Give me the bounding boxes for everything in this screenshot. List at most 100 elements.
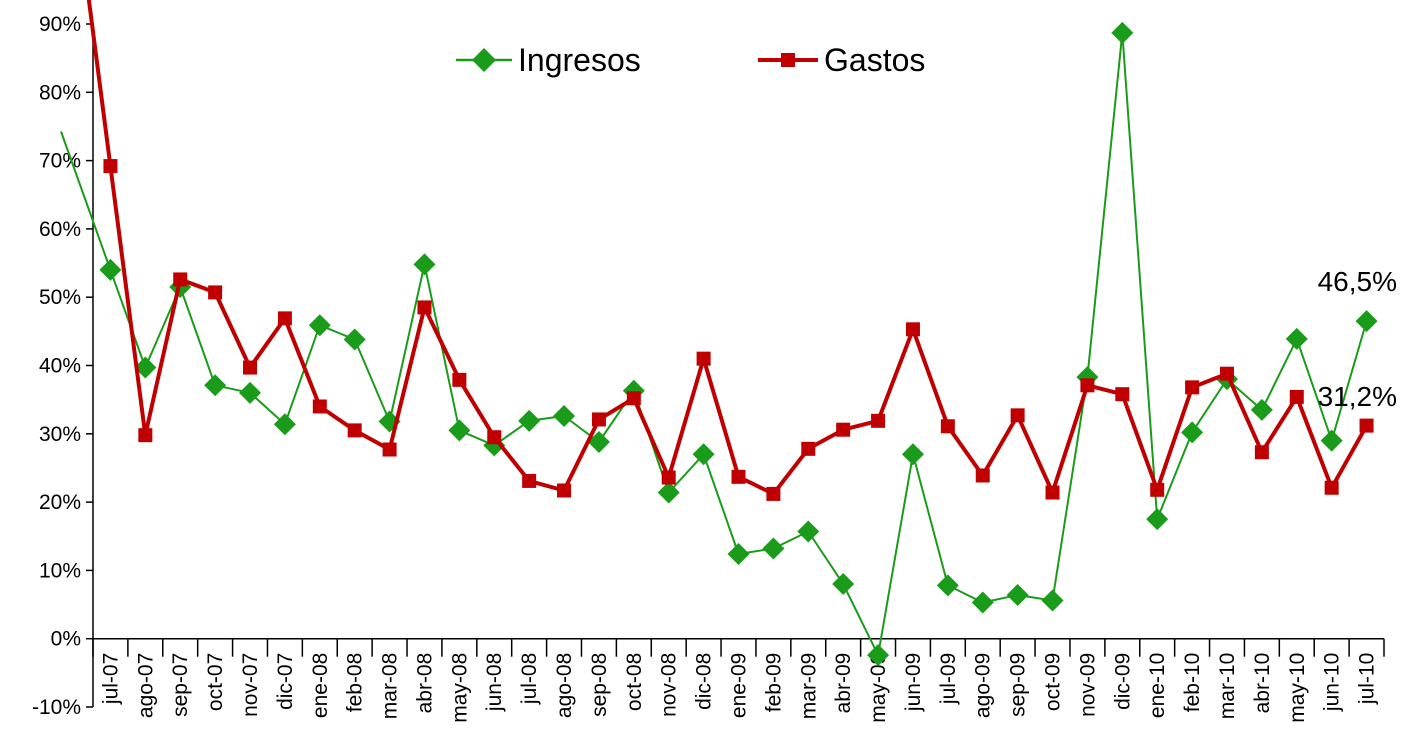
point-gastos-dic-08 bbox=[696, 351, 711, 366]
x-tick-label: mar-09 bbox=[797, 653, 820, 720]
point-ingresos-abr-10 bbox=[1250, 398, 1273, 421]
point-gastos-dic-07 bbox=[277, 311, 292, 326]
x-tick-label: may-10 bbox=[1286, 653, 1309, 723]
point-gastos-ago-08 bbox=[557, 483, 572, 498]
y-tick-label: 10% bbox=[39, 559, 81, 582]
point-gastos-jun-08 bbox=[487, 430, 502, 445]
x-tick-label: sep-09 bbox=[1007, 653, 1030, 717]
x-tick-label: may-08 bbox=[448, 653, 471, 723]
x-tick-label: may-09 bbox=[867, 653, 890, 723]
point-ingresos-mar-09 bbox=[797, 520, 820, 543]
y-tick-label: 20% bbox=[39, 491, 81, 514]
series-layer bbox=[60, 0, 1378, 667]
point-gastos-sep-08 bbox=[591, 412, 606, 427]
point-ingresos-sep-08 bbox=[587, 430, 610, 453]
y-tick-label: 40% bbox=[39, 355, 81, 378]
point-gastos-ago-09 bbox=[975, 468, 990, 483]
point-gastos-jul-10 bbox=[1359, 418, 1374, 433]
y-tick-label: 90% bbox=[39, 13, 81, 36]
point-gastos-feb-09 bbox=[766, 486, 781, 501]
y-tick-label: 0% bbox=[51, 628, 81, 651]
x-tick-label: jul-10 bbox=[1356, 653, 1379, 705]
x-tick-label: sep-07 bbox=[169, 653, 192, 717]
point-gastos-mar-09 bbox=[801, 441, 816, 456]
point-ingresos-jul-10 bbox=[1355, 310, 1378, 333]
point-ingresos-abr-08 bbox=[413, 253, 436, 276]
point-gastos-abr-10 bbox=[1254, 445, 1269, 460]
annotation-gastos-last: 31,2% bbox=[1318, 381, 1397, 412]
x-tick-label: jun-08 bbox=[483, 653, 506, 712]
x-tick-label: dic-07 bbox=[274, 653, 297, 710]
x-tick-label: abr-09 bbox=[832, 653, 855, 714]
series-line-ingresos bbox=[60, 31, 1368, 657]
point-ingresos-may-09 bbox=[867, 644, 890, 667]
point-ingresos-ene-08 bbox=[308, 314, 331, 337]
legend: Ingresos Gastos bbox=[456, 42, 925, 78]
legend-ingresos-label: Ingresos bbox=[518, 42, 641, 78]
point-ingresos-ene-09 bbox=[727, 543, 750, 566]
point-gastos-abr-08 bbox=[417, 300, 432, 315]
legend-gastos-label: Gastos bbox=[824, 42, 925, 78]
point-gastos-oct-09 bbox=[1045, 485, 1060, 500]
x-tick-label: jun-09 bbox=[902, 653, 925, 712]
x-axis: jul-07 ago-07 sep-07 oct-07 nov-07 dic-07 ene-… bbox=[92, 637, 1385, 723]
x-tick-label: dic-09 bbox=[1111, 653, 1134, 710]
point-gastos-may-08 bbox=[452, 372, 467, 387]
y-tick-label: -10% bbox=[32, 696, 81, 719]
point-ingresos-ago-09 bbox=[971, 591, 994, 614]
x-tick-label: jul-07 bbox=[99, 653, 122, 705]
x-tick-label: oct-09 bbox=[1042, 653, 1065, 711]
x-tick-label: mar-10 bbox=[1216, 653, 1239, 720]
y-tick-label: 80% bbox=[39, 81, 81, 104]
x-tick-label: nov-09 bbox=[1076, 653, 1099, 717]
point-ingresos-feb-08 bbox=[343, 328, 366, 351]
x-tick-label: abr-08 bbox=[413, 653, 436, 714]
series-line-gastos bbox=[86, 0, 1369, 496]
point-gastos-abr-09 bbox=[836, 422, 851, 437]
point-gastos-jun-10 bbox=[1324, 480, 1339, 495]
point-ingresos-abr-09 bbox=[832, 573, 855, 596]
x-tick-label: feb-09 bbox=[762, 653, 785, 713]
point-ingresos-may-08 bbox=[448, 419, 471, 442]
x-tick-label: ene-10 bbox=[1146, 653, 1169, 718]
point-ingresos-jul-07 bbox=[99, 258, 122, 281]
point-ingresos-jul-09 bbox=[936, 574, 959, 597]
x-tick-label: jun-10 bbox=[1321, 653, 1344, 712]
point-gastos-may-10 bbox=[1289, 389, 1304, 404]
y-axis: -10%0%10%20%30%40%50%60%70%80%90% bbox=[32, 13, 94, 719]
x-tick-label: ago-08 bbox=[553, 653, 576, 718]
point-gastos-nov-08 bbox=[661, 470, 676, 485]
x-tick-label: abr-10 bbox=[1251, 653, 1274, 714]
point-gastos-feb-08 bbox=[347, 423, 362, 438]
point-gastos-nov-07 bbox=[243, 360, 258, 375]
x-tick-label: oct-08 bbox=[623, 653, 646, 711]
x-tick-label: ago-07 bbox=[134, 653, 157, 718]
y-tick-label: 50% bbox=[39, 286, 81, 309]
y-tick-label: 30% bbox=[39, 423, 81, 446]
x-tick-label: sep-08 bbox=[588, 653, 611, 717]
point-gastos-ene-09 bbox=[731, 469, 746, 484]
point-gastos-jul-08 bbox=[522, 473, 537, 488]
point-gastos-ene-10 bbox=[1150, 482, 1165, 497]
point-ingresos-ago-07 bbox=[134, 356, 157, 379]
point-ingresos-jun-10 bbox=[1320, 429, 1343, 452]
point-gastos-ene-08 bbox=[312, 399, 327, 414]
x-tick-label: mar-08 bbox=[379, 653, 402, 720]
point-gastos-oct-07 bbox=[208, 285, 223, 300]
point-gastos-mar-10 bbox=[1219, 366, 1234, 381]
point-ingresos-dic-09 bbox=[1111, 21, 1134, 44]
point-ingresos-nov-07 bbox=[239, 381, 262, 404]
point-ingresos-feb-09 bbox=[762, 537, 785, 560]
point-gastos-sep-07 bbox=[173, 272, 188, 287]
point-gastos-may-09 bbox=[871, 413, 886, 428]
point-gastos-jul-09 bbox=[940, 419, 955, 434]
point-ingresos-jun-09 bbox=[901, 443, 924, 466]
x-tick-label: feb-10 bbox=[1181, 653, 1204, 713]
y-tick-label: 60% bbox=[39, 218, 81, 241]
x-tick-label: ago-09 bbox=[972, 653, 995, 718]
point-ingresos-dic-08 bbox=[692, 443, 715, 466]
point-gastos-mar-08 bbox=[382, 442, 397, 457]
legend-gastos-marker bbox=[781, 53, 795, 67]
x-tick-label: oct-07 bbox=[204, 653, 227, 711]
